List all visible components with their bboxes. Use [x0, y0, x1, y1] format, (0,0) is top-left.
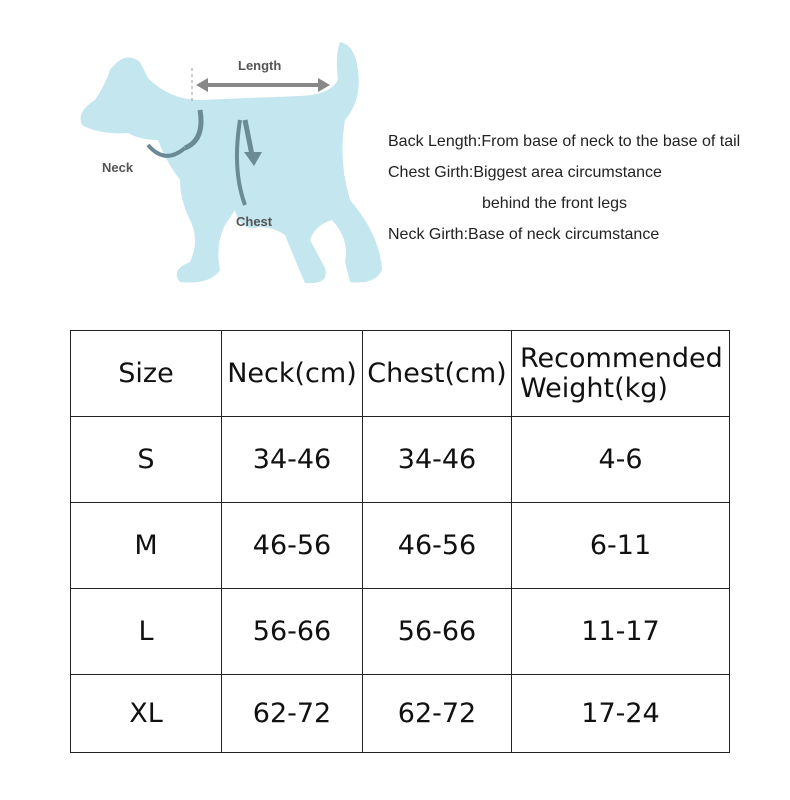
table-cell: 34-46 — [221, 416, 363, 503]
table-cell: XL — [70, 674, 222, 753]
chest-arrow — [242, 119, 255, 156]
header-cell: Size — [70, 330, 222, 417]
table-cell: 46-56 — [362, 502, 512, 589]
note: Chest Girth:Biggest area circumstance — [388, 164, 662, 181]
note: Neck Girth:Base of neck circumstance — [388, 226, 660, 243]
chest-strap — [234, 119, 247, 206]
size-row: M 46-56 46-56 6-11 — [70, 502, 730, 589]
header-row: Size Neck(cm) Chest(cm) Recommended Weig… — [70, 330, 730, 417]
size-row: S 34-46 34-46 4-6 — [70, 416, 730, 503]
note: Back Length:From base of neck to the bas… — [388, 133, 741, 150]
header-cell: Chest(cm) — [362, 330, 512, 417]
size-row: L 56-66 56-66 11-17 — [70, 588, 730, 675]
table-cell: 11-17 — [511, 588, 730, 675]
table-cell: M — [70, 502, 222, 589]
table-cell: 17-24 — [511, 674, 730, 753]
dog-diagram: Length Neck Chest — [80, 42, 382, 284]
note: behind the front legs — [482, 195, 627, 212]
chest-arrow-head — [244, 152, 262, 166]
chest-label: Chest — [236, 214, 273, 229]
table-cell: S — [70, 416, 222, 503]
header-cell: Neck(cm) — [221, 330, 363, 417]
neck-arrow — [183, 109, 204, 151]
table-cell: L — [70, 588, 222, 675]
header-cell: Recommended Weight(kg) — [511, 330, 730, 417]
neck-label: Neck — [102, 160, 134, 175]
size-table: Size Neck(cm) Chest(cm) Recommended Weig… — [70, 330, 730, 753]
table-cell: 34-46 — [362, 416, 512, 503]
table-cell: 62-72 — [362, 674, 512, 753]
table-cell: 4-6 — [511, 416, 730, 503]
table-cell: 62-72 — [221, 674, 363, 753]
table-cell: 56-66 — [221, 588, 363, 675]
length-label: Length — [238, 58, 281, 73]
table-cell: 46-56 — [221, 502, 363, 589]
neck-strap — [146, 143, 187, 158]
size-row: XL 62-72 62-72 17-24 — [70, 674, 730, 753]
table-cell: 56-66 — [362, 588, 512, 675]
table-cell: 6-11 — [511, 502, 730, 589]
dog-silhouette — [80, 42, 382, 284]
